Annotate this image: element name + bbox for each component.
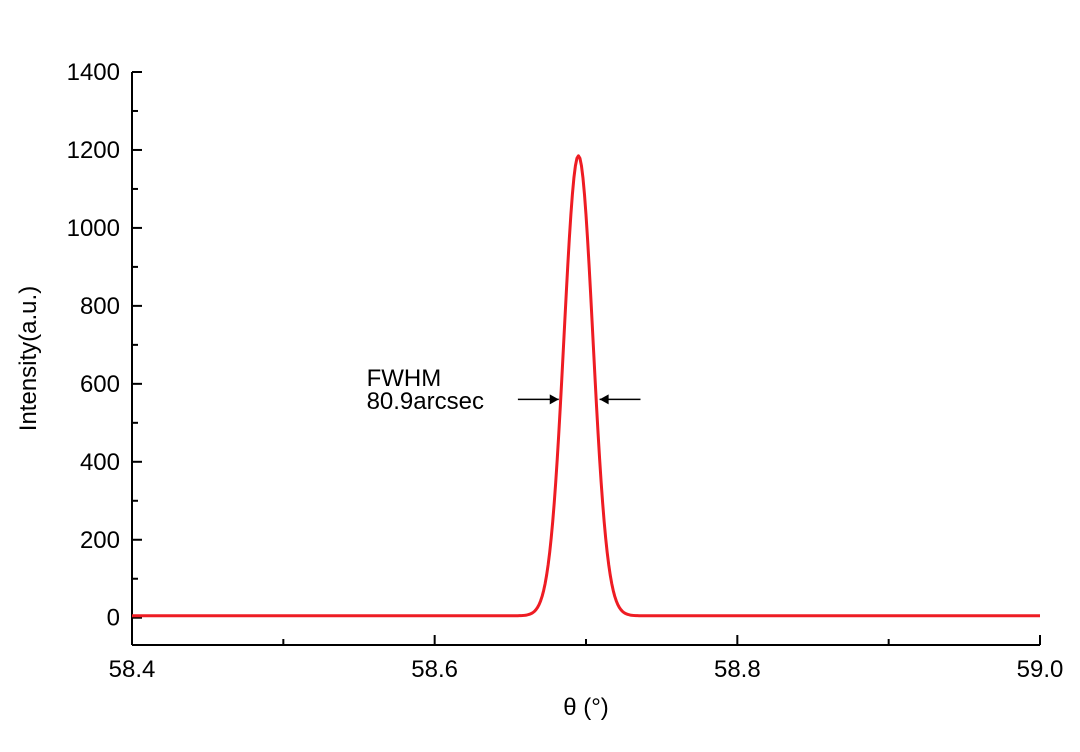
y-tick-label: 1400 (67, 59, 120, 86)
x-axis-label: θ (°) (563, 694, 609, 721)
y-tick-label: 0 (107, 605, 120, 632)
x-tick-label: 58.4 (109, 656, 156, 683)
y-tick-label: 800 (80, 293, 120, 320)
chart-bg (0, 0, 1080, 752)
y-tick-label: 1000 (67, 215, 120, 242)
y-axis-label: Intensity(a.u.) (15, 286, 42, 431)
x-tick-label: 59.0 (1017, 656, 1064, 683)
xrd-rocking-curve-chart: 58.4 58.6 58.8 59.0 θ (°) 0 200 400 600 800 1000 12… (0, 0, 1080, 752)
y-tick-label: 1200 (67, 137, 120, 164)
x-tick-label: 58.6 (411, 656, 458, 683)
y-tick-label: 200 (80, 527, 120, 554)
fwhm-label-2: 80.9arcsec (367, 388, 484, 415)
chart-container: 58.4 58.6 58.8 59.0 θ (°) 0 200 400 600 800 1000 12… (0, 0, 1080, 752)
y-tick-label: 400 (80, 449, 120, 476)
x-tick-label: 58.8 (714, 656, 761, 683)
y-tick-label: 600 (80, 371, 120, 398)
